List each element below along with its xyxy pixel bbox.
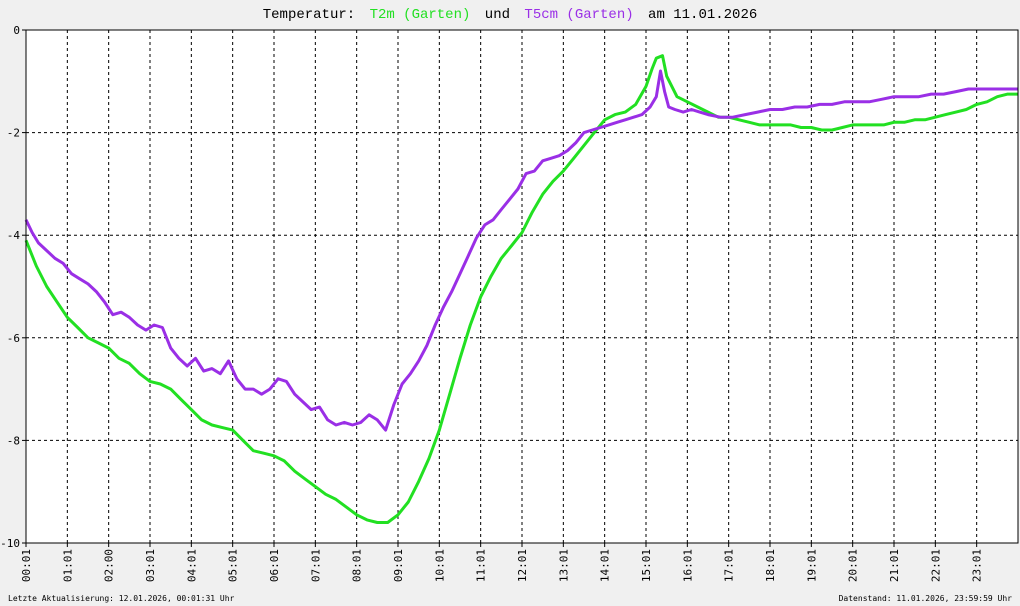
title-suffix: am 11.01.2026 bbox=[648, 7, 757, 23]
x-tick-label: 21:01 bbox=[888, 549, 901, 582]
x-tick-label: 04:01 bbox=[185, 549, 198, 582]
x-tick-label: 07:01 bbox=[309, 549, 322, 582]
x-tick-label: 22:01 bbox=[929, 549, 942, 582]
x-tick-label: 05:01 bbox=[227, 549, 240, 582]
plot-area bbox=[26, 30, 1018, 543]
x-tick-label: 09:01 bbox=[392, 549, 405, 582]
series-layer bbox=[24, 54, 1018, 524]
x-tick-label: 12:01 bbox=[516, 549, 529, 582]
footer-last-update: Letzte Aktualisierung: 12.01.2026, 00:01… bbox=[8, 594, 235, 603]
title-series2: T5cm (Garten) bbox=[524, 7, 633, 23]
x-tick-label: 03:01 bbox=[144, 549, 157, 582]
x-tick-label: 11:01 bbox=[475, 549, 488, 582]
x-tick-label: 13:01 bbox=[557, 549, 570, 582]
grid-layer bbox=[26, 30, 1018, 543]
x-tick-label: 08:01 bbox=[351, 549, 364, 582]
y-tick-label: -10 bbox=[0, 537, 20, 550]
y-tick-label: -8 bbox=[7, 434, 20, 447]
footer-data-status: Datenstand: 11.01.2026, 23:59:59 Uhr bbox=[839, 594, 1013, 603]
x-tick-label: 18:01 bbox=[764, 549, 777, 582]
title-prefix: Temperatur: bbox=[263, 7, 355, 23]
y-tick-label: 0 bbox=[13, 24, 20, 37]
series-t2m-line bbox=[24, 54, 1018, 524]
x-tick-label: 06:01 bbox=[268, 549, 281, 582]
title-mid: und bbox=[485, 7, 510, 23]
x-tick-label: 17:01 bbox=[723, 549, 736, 582]
title-series1: T2m (Garten) bbox=[370, 7, 471, 23]
y-tick-label: -2 bbox=[7, 127, 20, 140]
x-tick-label: 16:01 bbox=[681, 549, 694, 582]
x-tick-label: 19:01 bbox=[805, 549, 818, 582]
x-tick-label: 14:01 bbox=[599, 549, 612, 582]
chart-title: Temperatur: T2m (Garten) und T5cm (Garte… bbox=[263, 7, 758, 23]
x-tick-label: 23:01 bbox=[971, 549, 984, 582]
y-tick-label: -6 bbox=[7, 332, 20, 345]
x-tick-label: 00:01 bbox=[20, 549, 33, 582]
x-tick-label: 01:01 bbox=[61, 549, 74, 582]
series-t5cm-line bbox=[24, 69, 1018, 432]
x-tick-label: 15:01 bbox=[640, 549, 653, 582]
x-tick-label: 20:01 bbox=[847, 549, 860, 582]
y-tick-label: -4 bbox=[7, 229, 21, 242]
x-tick-label: 10:01 bbox=[433, 549, 446, 582]
x-tick-label: 02:00 bbox=[103, 549, 116, 582]
